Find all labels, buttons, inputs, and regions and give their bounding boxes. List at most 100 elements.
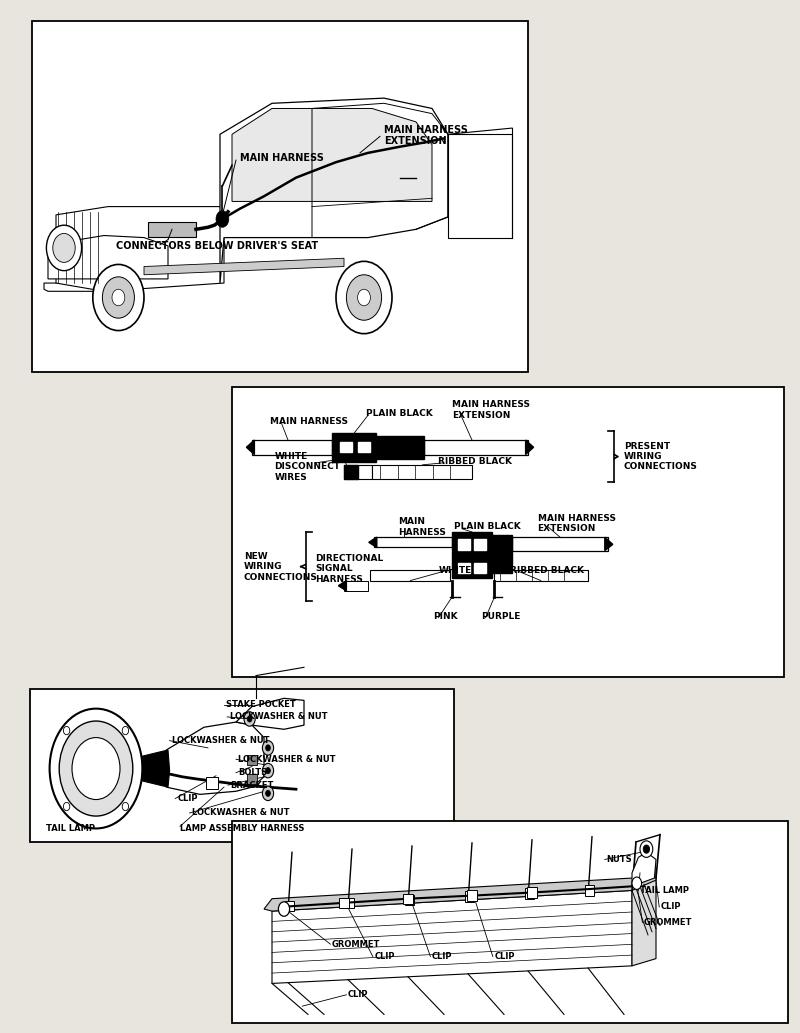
Text: MAIN HARNESS
EXTENSION: MAIN HARNESS EXTENSION [384, 125, 468, 146]
Polygon shape [458, 539, 470, 550]
Text: CLIP: CLIP [348, 991, 369, 999]
Circle shape [63, 726, 70, 734]
Text: PRESENT
WIRING
CONNECTIONS: PRESENT WIRING CONNECTIONS [624, 442, 698, 471]
Bar [30, 689, 454, 842]
Circle shape [640, 841, 653, 857]
Polygon shape [474, 563, 486, 573]
Polygon shape [252, 440, 332, 455]
Circle shape [346, 275, 382, 320]
Text: PINK: PINK [433, 613, 458, 621]
Text: CLIP: CLIP [178, 794, 198, 803]
Circle shape [266, 768, 270, 774]
Polygon shape [48, 236, 168, 279]
Polygon shape [492, 535, 512, 573]
Polygon shape [369, 537, 377, 547]
Circle shape [262, 763, 274, 778]
Text: LOCKWASHER & NUT: LOCKWASHER & NUT [172, 737, 270, 745]
Polygon shape [56, 207, 224, 291]
Bar [405, 895, 414, 905]
Polygon shape [247, 755, 257, 765]
Circle shape [247, 716, 252, 722]
Polygon shape [44, 283, 108, 291]
Bar [527, 887, 537, 898]
Text: CONNECTORS BELOW DRIVER'S SEAT: CONNECTORS BELOW DRIVER'S SEAT [116, 241, 318, 251]
Circle shape [216, 211, 229, 227]
Polygon shape [452, 532, 492, 578]
Circle shape [112, 289, 125, 306]
Polygon shape [142, 750, 170, 787]
Polygon shape [494, 570, 588, 581]
Polygon shape [632, 852, 656, 886]
Text: PLAIN BLACK: PLAIN BLACK [366, 409, 433, 417]
Polygon shape [344, 581, 368, 591]
Circle shape [278, 902, 290, 916]
Polygon shape [338, 581, 346, 591]
Polygon shape [236, 698, 304, 729]
Circle shape [122, 803, 129, 811]
Bar [403, 894, 413, 904]
Bar [525, 888, 534, 899]
Circle shape [59, 721, 133, 816]
Text: MAIN HARNESS: MAIN HARNESS [270, 417, 349, 426]
Bar [206, 777, 218, 789]
Text: MAIN
HARNESS: MAIN HARNESS [398, 518, 446, 536]
Text: BOLTS: BOLTS [238, 769, 267, 777]
Text: LOCKWASHER & NUT: LOCKWASHER & NUT [192, 809, 290, 817]
Circle shape [244, 712, 255, 726]
Text: TAIL LAMP: TAIL LAMP [46, 824, 95, 833]
Text: CLIP: CLIP [494, 952, 515, 961]
Circle shape [262, 786, 274, 801]
Text: NUTS: NUTS [606, 855, 632, 864]
Text: TAIL LAMP: TAIL LAMP [640, 886, 689, 895]
Polygon shape [448, 134, 512, 238]
Polygon shape [272, 890, 632, 983]
Polygon shape [605, 537, 613, 551]
Text: RIBBED BLACK: RIBBED BLACK [438, 458, 513, 466]
Text: GROMMET: GROMMET [644, 918, 692, 927]
Circle shape [46, 225, 82, 271]
Polygon shape [372, 465, 472, 479]
Polygon shape [424, 440, 528, 455]
Polygon shape [344, 465, 358, 479]
Circle shape [358, 289, 370, 306]
Text: CLIP: CLIP [661, 903, 682, 911]
Polygon shape [474, 539, 486, 550]
Bar [339, 898, 349, 908]
Polygon shape [232, 108, 432, 201]
Polygon shape [358, 442, 370, 452]
Text: CLIP: CLIP [432, 952, 453, 961]
Polygon shape [526, 440, 534, 455]
Text: RIBBED BLACK: RIBBED BLACK [510, 566, 585, 574]
Circle shape [632, 877, 642, 889]
Polygon shape [340, 442, 352, 452]
Text: PURPLE: PURPLE [481, 613, 520, 621]
Circle shape [63, 803, 70, 811]
Polygon shape [374, 537, 452, 547]
Polygon shape [144, 258, 344, 275]
Polygon shape [512, 537, 608, 551]
Bar [465, 891, 474, 902]
Text: MAIN HARNESS
EXTENSION: MAIN HARNESS EXTENSION [452, 401, 530, 419]
Circle shape [50, 709, 142, 828]
Bar [32, 21, 528, 372]
Polygon shape [458, 563, 470, 573]
Text: MAIN HARNESS: MAIN HARNESS [240, 153, 324, 163]
Polygon shape [264, 868, 656, 911]
Text: PLAIN BLACK: PLAIN BLACK [454, 523, 520, 531]
Bar [585, 885, 594, 896]
Circle shape [336, 261, 392, 334]
Circle shape [93, 264, 144, 331]
Polygon shape [370, 570, 450, 581]
Text: DIRECTIONAL
SIGNAL
HARNESS: DIRECTIONAL SIGNAL HARNESS [315, 554, 383, 584]
Text: CLIP: CLIP [374, 952, 395, 961]
Text: GROMMET: GROMMET [332, 940, 380, 948]
Polygon shape [246, 440, 254, 455]
Text: MAIN HARNESS
EXTENSION: MAIN HARNESS EXTENSION [538, 514, 616, 533]
Bar [467, 890, 477, 901]
Text: WHITE
DISCONNECT
WIRES: WHITE DISCONNECT WIRES [274, 452, 341, 481]
Polygon shape [220, 98, 448, 283]
Circle shape [53, 233, 75, 262]
Bar [285, 901, 294, 911]
Polygon shape [247, 774, 257, 784]
Circle shape [643, 845, 650, 853]
